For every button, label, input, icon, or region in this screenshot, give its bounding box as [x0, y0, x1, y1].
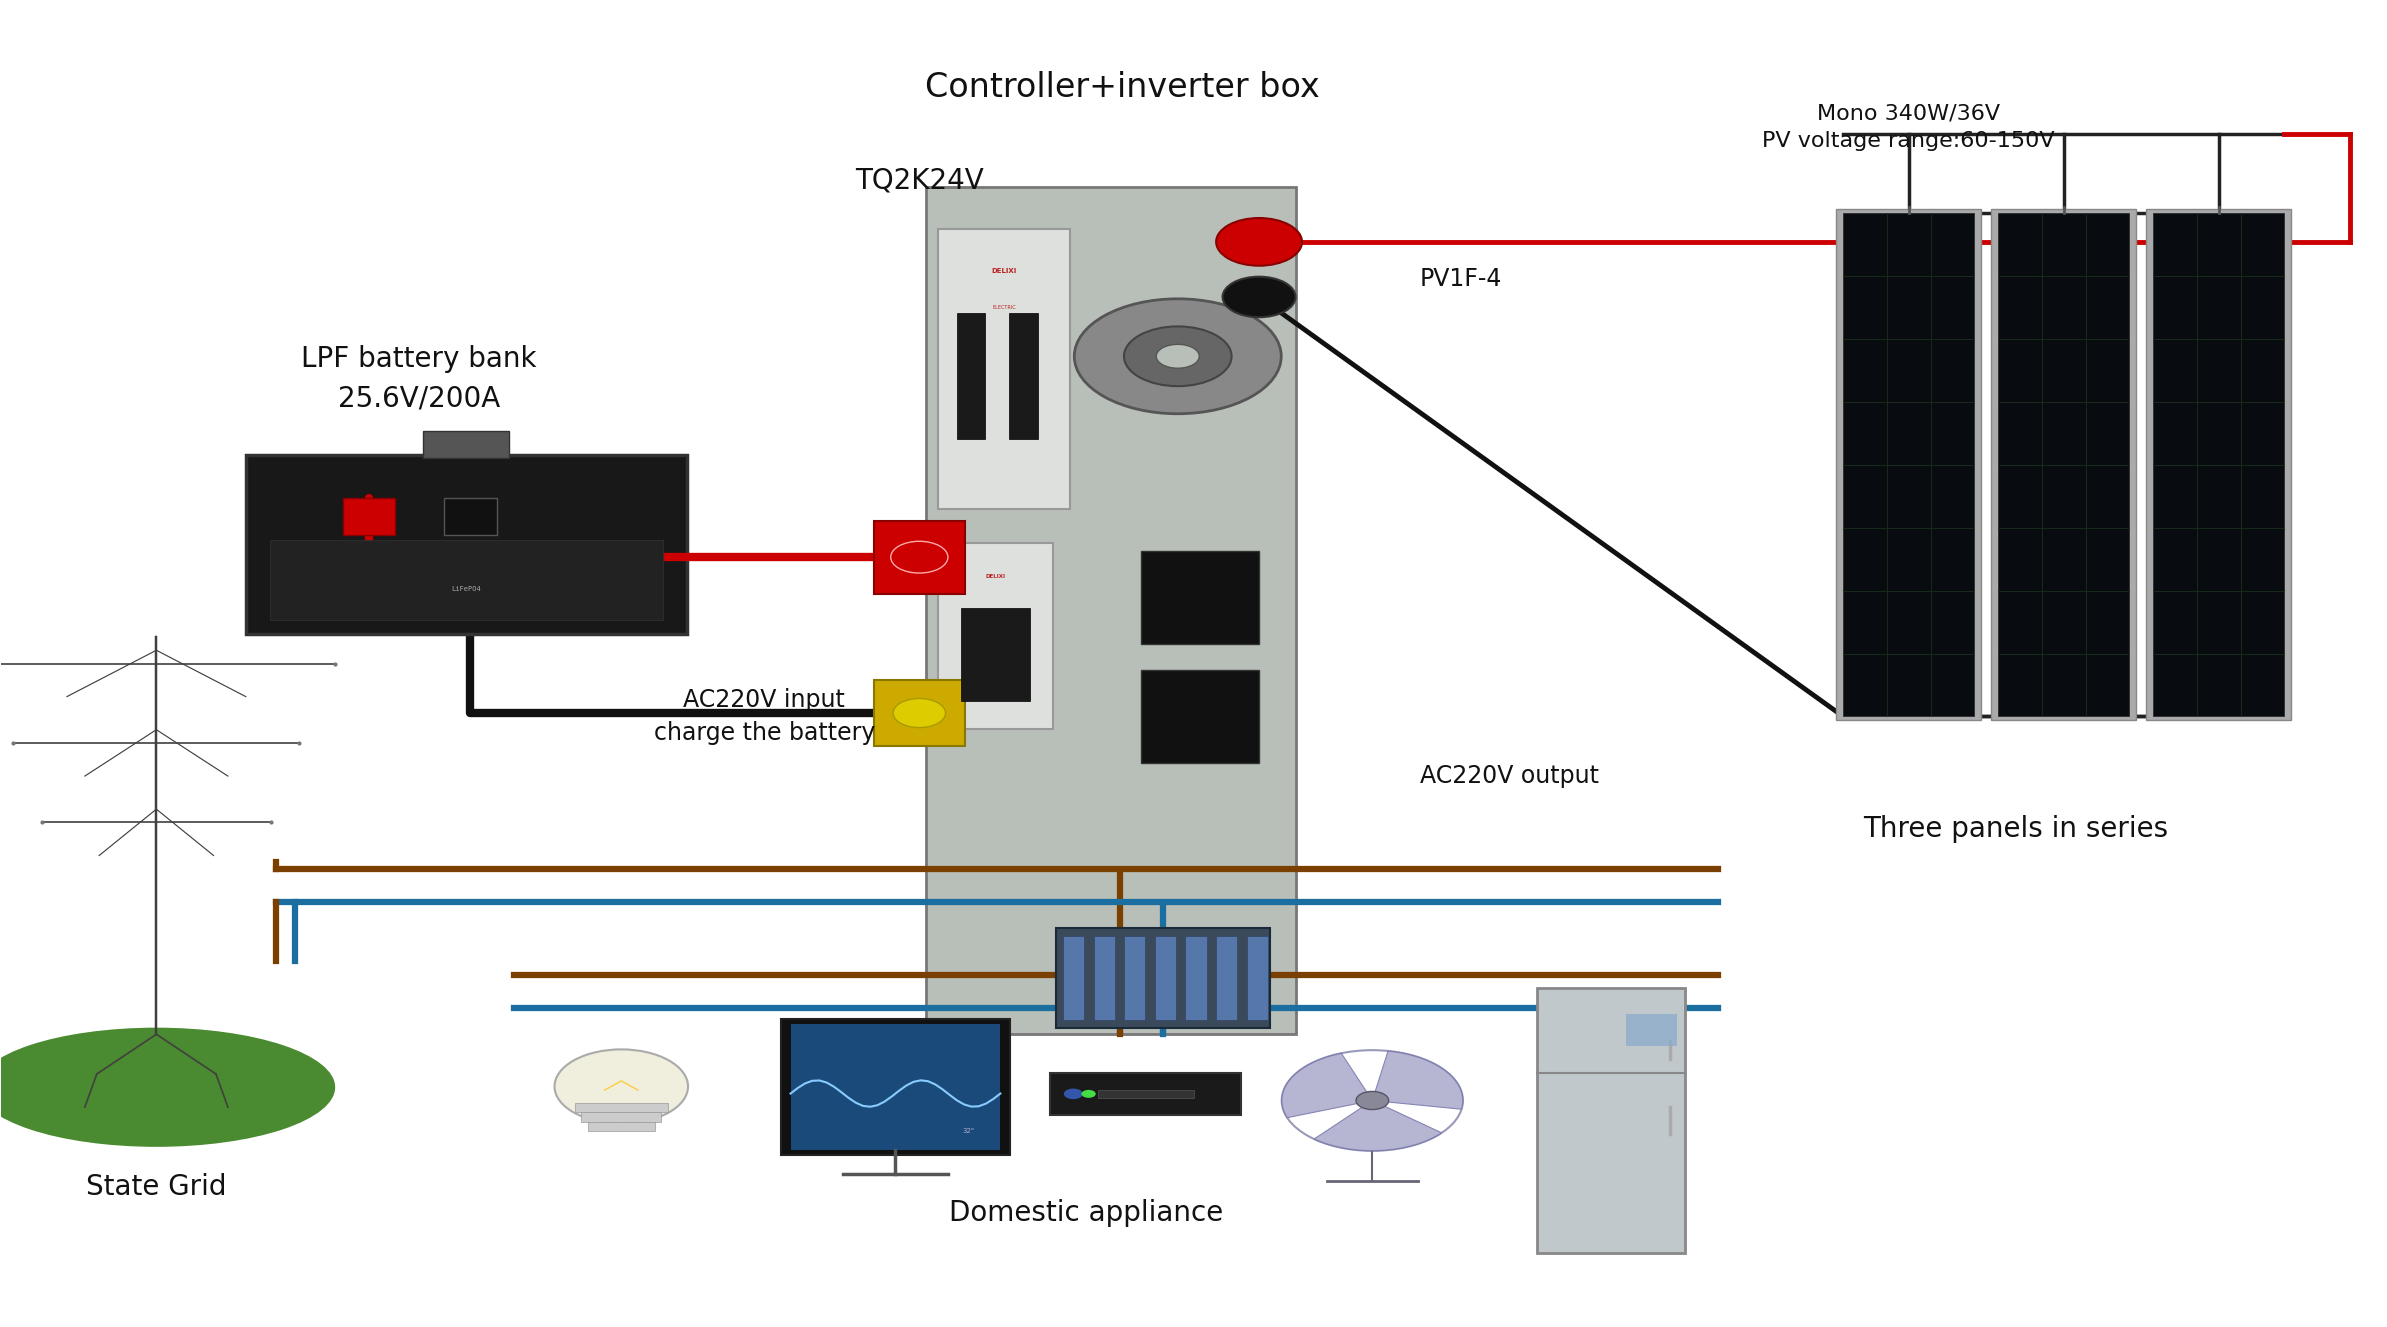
Bar [1141, 670, 1258, 763]
Text: AC220V output: AC220V output [1420, 764, 1599, 788]
Bar [2146, 210, 2292, 721]
Bar [1062, 937, 1084, 1019]
Text: Mono 340W/36V
PV voltage range:60-150V: Mono 340W/36V PV voltage range:60-150V [1762, 104, 2055, 151]
Bar [938, 543, 1053, 729]
Text: DELIXI: DELIXI [986, 573, 1005, 579]
Bar [1998, 214, 2129, 717]
Circle shape [1155, 344, 1198, 368]
Text: ELECTRIC: ELECTRIC [993, 305, 1017, 311]
Circle shape [1215, 218, 1301, 265]
Text: PV1F-4: PV1F-4 [1420, 268, 1501, 292]
Bar [1098, 1089, 1194, 1097]
Text: Three panels in series: Three panels in series [1864, 815, 2170, 843]
Wedge shape [1373, 1051, 1463, 1109]
Text: LPF battery bank
25.6V/200A: LPF battery bank 25.6V/200A [301, 345, 537, 413]
Text: TQ2K24V: TQ2K24V [855, 166, 983, 194]
Bar [1626, 1014, 1678, 1046]
Bar [1010, 313, 1038, 439]
Bar [874, 679, 964, 746]
Bar [444, 499, 496, 535]
Text: LiFePO4: LiFePO4 [451, 587, 482, 592]
Bar [790, 1024, 1000, 1151]
Text: Controller+inverter box: Controller+inverter box [924, 70, 1320, 104]
Bar [344, 499, 396, 535]
Bar [1155, 937, 1177, 1019]
Circle shape [1065, 1088, 1084, 1099]
Bar [1991, 210, 2136, 721]
Bar [962, 608, 1029, 701]
Circle shape [890, 541, 948, 573]
Text: DELIXI: DELIXI [991, 268, 1017, 275]
Bar [587, 1121, 654, 1131]
Bar [1124, 937, 1146, 1019]
Bar [575, 1103, 668, 1112]
Bar [1246, 937, 1267, 1019]
Text: State Grid: State Grid [86, 1173, 227, 1201]
Ellipse shape [0, 1027, 334, 1147]
Circle shape [1222, 277, 1296, 317]
Bar [1836, 210, 1981, 721]
Bar [2153, 214, 2284, 717]
Bar [1215, 937, 1236, 1019]
Circle shape [1124, 326, 1232, 386]
Bar [781, 1019, 1010, 1156]
Text: AC220V input
charge the battery: AC220V input charge the battery [654, 687, 876, 746]
Circle shape [1356, 1091, 1389, 1109]
Circle shape [1074, 299, 1282, 414]
Bar [1843, 214, 1974, 717]
Bar [422, 431, 508, 458]
Circle shape [893, 698, 945, 727]
Bar [1537, 987, 1685, 1253]
Circle shape [1081, 1089, 1096, 1097]
Bar [246, 455, 687, 634]
Bar [938, 230, 1069, 508]
Bar [1093, 937, 1115, 1019]
Wedge shape [1315, 1100, 1442, 1151]
Bar [580, 1112, 661, 1121]
Circle shape [554, 1050, 687, 1124]
Bar [1186, 937, 1205, 1019]
Bar [1141, 551, 1258, 645]
Bar [270, 540, 664, 621]
Text: 32": 32" [962, 1128, 974, 1135]
Bar [926, 187, 1296, 1034]
Bar [1050, 1072, 1241, 1115]
Bar [1055, 929, 1270, 1027]
Bar [874, 520, 964, 593]
Wedge shape [1282, 1054, 1373, 1117]
Bar [957, 313, 986, 439]
Text: Domestic appliance: Domestic appliance [950, 1200, 1222, 1227]
